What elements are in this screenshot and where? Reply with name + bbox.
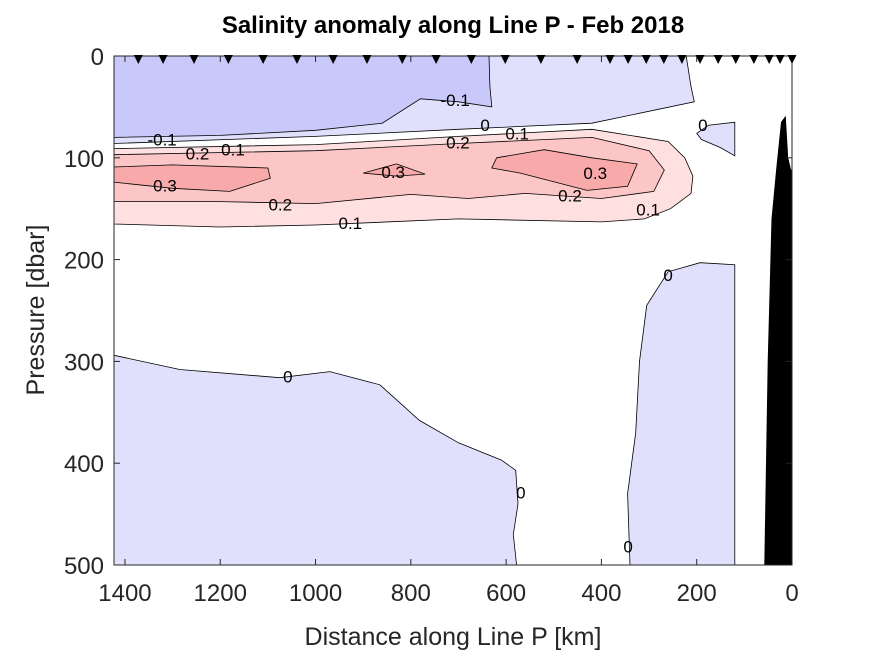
station-marker <box>695 55 705 64</box>
x-tick-label: 0 <box>785 580 798 607</box>
contour-region-1 <box>113 55 493 138</box>
station-marker <box>731 55 741 64</box>
contour-region-7 <box>696 121 736 157</box>
x-axis-label: Distance along Line P [km] <box>305 623 602 651</box>
contour-region-8 <box>113 354 519 566</box>
station-marker <box>605 55 615 64</box>
contour-label: 0 <box>698 116 707 135</box>
y-tick-label: 500 <box>64 553 104 580</box>
contour-labels: -0.10 0.10.2-0.10.2 0.10.30.3 0.30.2 0.20.10… <box>147 91 707 557</box>
station-marker <box>397 55 407 64</box>
station-marker <box>749 55 759 64</box>
station-marker <box>623 55 633 64</box>
contour-region-5 <box>363 163 426 177</box>
station-marker <box>466 55 476 64</box>
contour-label: 0 <box>480 116 489 135</box>
contour-label: -0.1 <box>147 130 176 149</box>
contour-label: 0 <box>623 538 632 557</box>
station-marker <box>158 55 168 64</box>
station-marker <box>500 55 510 64</box>
contour-label: 0.3 <box>583 164 607 183</box>
y-tick-label: 400 <box>64 451 104 478</box>
station-marker <box>641 55 651 64</box>
contour-label: 0.1 <box>505 124 529 143</box>
x-tick-label: 200 <box>677 580 717 607</box>
contour-label: 0.3 <box>153 176 177 195</box>
station-marker <box>431 55 441 64</box>
contour-label: 0.1 <box>339 214 363 233</box>
station-marker <box>258 55 268 64</box>
station-marker <box>328 55 338 64</box>
station-marker <box>536 55 546 64</box>
station-marker <box>362 55 372 64</box>
station-marker <box>292 55 302 64</box>
bathymetry-region <box>764 115 793 566</box>
chart-title: Salinity anomaly along Line P - Feb 2018 <box>222 12 684 39</box>
y-tick-label: 200 <box>64 248 104 275</box>
contour-label: 0.2 <box>186 145 210 164</box>
plot-frame <box>113 55 793 566</box>
station-marker <box>223 55 233 64</box>
station-marker <box>659 55 669 64</box>
x-tick-label: 1400 <box>98 580 151 607</box>
y-tick-label: 0 <box>91 44 104 71</box>
y-axis-label: Pressure [dbar] <box>22 225 50 396</box>
contour-regions <box>113 55 793 566</box>
contour-label: -0.1 <box>440 91 469 110</box>
station-marker <box>787 55 797 64</box>
contour-label: 0.2 <box>558 186 582 205</box>
station-marker <box>189 55 199 64</box>
x-tick-label: 600 <box>486 580 526 607</box>
x-tick-label: 1200 <box>194 580 247 607</box>
contour-region-9 <box>627 262 736 566</box>
station-marker <box>133 55 143 64</box>
station-marker <box>713 55 723 64</box>
contour-region-4 <box>113 164 271 192</box>
y-tick-label: 300 <box>64 349 104 376</box>
station-marker <box>677 55 687 64</box>
x-tick-label: 1000 <box>289 580 342 607</box>
contour-label: 0.1 <box>636 201 660 220</box>
contour-label: 0.2 <box>268 196 292 215</box>
contour-label: 0.2 <box>446 134 470 153</box>
contour-label: 0 <box>283 368 292 387</box>
station-markers <box>133 55 797 64</box>
x-tick-label: 800 <box>391 580 431 607</box>
contour-label: 0 <box>663 266 672 285</box>
contour-label: 0.1 <box>221 141 245 160</box>
station-marker <box>764 55 774 64</box>
axes: 1400 1200 1000 800 600 400 200 0 0 100 200 300 400 50… <box>64 44 799 607</box>
station-marker <box>775 55 785 64</box>
contour-region-6 <box>491 149 638 191</box>
y-tick-label: 100 <box>64 146 104 173</box>
x-tick-label: 400 <box>581 580 621 607</box>
station-marker <box>572 55 582 64</box>
contour-label: 0 <box>516 484 525 503</box>
contour-label: 0.3 <box>381 163 405 182</box>
